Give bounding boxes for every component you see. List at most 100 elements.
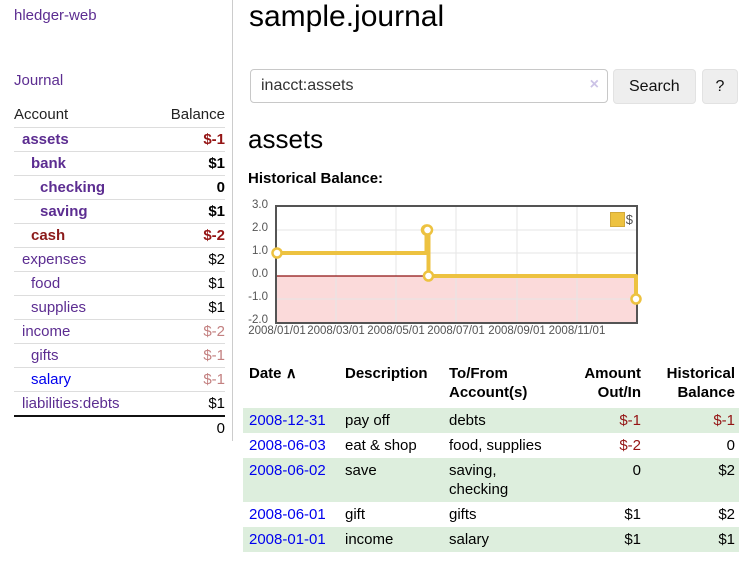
transaction-amount: $-2 <box>619 437 641 454</box>
accounts-total-value: 0 <box>216 420 225 437</box>
register-table: Date ∧ Description To/From Account(s) Am… <box>243 362 739 552</box>
transaction-description: save <box>345 462 377 479</box>
transaction-accounts: gifts <box>449 506 477 523</box>
y-tick-label: 3.0 <box>252 199 268 211</box>
description-column-header: Description <box>345 365 428 382</box>
account-row: income $-2 <box>14 319 225 344</box>
account-row: cash $-2 <box>14 223 225 248</box>
transaction-row: 2008-12-31 pay off debts $-1 $-1 <box>243 408 739 433</box>
chart-legend: $ <box>609 212 633 227</box>
page-title: sample.journal <box>249 0 445 33</box>
data-point-marker <box>421 224 434 236</box>
transaction-date-link[interactable]: 2008-06-01 <box>249 506 326 523</box>
account-balance: $1 <box>208 155 225 172</box>
brand-link[interactable]: hledger-web <box>14 7 97 24</box>
transaction-accounts: salary <box>449 531 490 548</box>
x-tick-label: 2008/07/01 <box>427 325 485 337</box>
account-link-saving[interactable]: saving <box>40 203 88 220</box>
account-row: liabilities:debts $1 <box>14 391 225 417</box>
data-point-marker <box>630 293 642 305</box>
account-row: checking 0 <box>14 175 225 200</box>
data-point-marker <box>422 270 435 282</box>
account-balance: $-1 <box>203 131 225 148</box>
sidebar-item-journal[interactable]: Journal <box>14 72 64 89</box>
account-link-cash[interactable]: cash <box>31 227 66 244</box>
account-row: salary $-1 <box>14 367 225 392</box>
y-tick-label: 1.0 <box>252 245 268 257</box>
balance-column-header: Balance <box>170 106 225 123</box>
account-balance: $1 <box>208 299 225 316</box>
transaction-date-link[interactable]: 2008-06-03 <box>249 437 326 454</box>
transaction-balance: $-1 <box>713 412 735 429</box>
transaction-row: 2008-01-01 income salary $1 $1 <box>243 527 739 552</box>
transaction-accounts: food, supplies <box>449 437 542 454</box>
account-row: assets $-1 <box>14 127 225 152</box>
account-row: supplies $1 <box>14 295 225 320</box>
transaction-amount: $-1 <box>619 412 641 429</box>
transaction-description: eat & shop <box>345 437 417 454</box>
account-link-liabilities-debts[interactable]: liabilities:debts <box>22 395 120 412</box>
transaction-amount: $1 <box>624 531 641 548</box>
legend-label: $ <box>625 212 633 227</box>
transaction-row: 2008-06-03 eat & shop food, supplies $-2… <box>243 433 739 458</box>
chart-title: Historical Balance: <box>248 170 384 187</box>
search-input[interactable] <box>250 69 608 103</box>
transaction-amount: $1 <box>624 506 641 523</box>
y-tick-label: -2.0 <box>248 314 268 326</box>
account-link-checking[interactable]: checking <box>40 179 106 196</box>
x-tick-label: 2008/11/01 <box>548 325 606 337</box>
account-page-title: assets <box>248 124 324 154</box>
account-link-food[interactable]: food <box>31 275 61 292</box>
legend-swatch-icon <box>609 212 625 227</box>
account-row: gifts $-1 <box>14 343 225 368</box>
transaction-date-link[interactable]: 2008-06-02 <box>249 462 326 479</box>
y-tick-label: 0.0 <box>252 268 268 280</box>
transaction-amount: 0 <box>632 462 641 479</box>
accounts-table: Account Balance assets $-1 bank $1 check… <box>14 103 225 440</box>
transaction-date-link[interactable]: 2008-01-01 <box>249 531 326 548</box>
account-link-supplies[interactable]: supplies <box>31 299 87 316</box>
transaction-description: gift <box>345 506 366 523</box>
transaction-date-link[interactable]: 2008-12-31 <box>249 412 326 429</box>
account-balance: $-2 <box>203 227 225 244</box>
search-button[interactable]: Search <box>613 69 696 104</box>
account-balance: $-1 <box>203 347 225 364</box>
sort-by-date-link[interactable]: Date ∧ <box>249 365 297 382</box>
account-row: saving $1 <box>14 199 225 224</box>
account-link-bank[interactable]: bank <box>31 155 67 172</box>
account-balance: $-2 <box>203 323 225 340</box>
balance-chart: $ <box>271 205 642 324</box>
account-balance: $1 <box>208 395 225 412</box>
data-point-marker <box>271 247 283 259</box>
chart-canvas <box>271 207 642 322</box>
account-balance: $1 <box>208 275 225 292</box>
account-link-expenses[interactable]: expenses <box>22 251 87 268</box>
account-link-salary[interactable]: salary <box>31 371 72 388</box>
account-link-assets[interactable]: assets <box>22 131 69 148</box>
account-column-header: Account <box>14 106 69 123</box>
account-balance: $1 <box>208 203 225 220</box>
account-row: bank $1 <box>14 151 225 176</box>
account-balance: 0 <box>216 179 225 196</box>
clear-search-icon[interactable]: × <box>589 76 599 93</box>
y-tick-label: -1.0 <box>248 291 268 303</box>
amount-column-header: Amount Out/In <box>584 365 641 401</box>
account-row: food $1 <box>14 271 225 296</box>
y-tick-label: 2.0 <box>252 222 268 234</box>
x-tick-label: 2008/01/01 <box>248 325 306 337</box>
account-column-header: To/From Account(s) <box>449 365 528 401</box>
transaction-description: income <box>345 531 394 548</box>
x-tick-label: 2008/05/01 <box>367 325 425 337</box>
accounts-table-header: Account Balance <box>14 103 225 128</box>
transaction-balance: $2 <box>718 462 735 479</box>
balance-column-header: Historical Balance <box>666 365 735 401</box>
sidebar-divider <box>232 0 233 441</box>
transaction-balance: $1 <box>718 531 735 548</box>
transaction-balance: $2 <box>718 506 735 523</box>
x-tick-label: 2008/03/01 <box>307 325 365 337</box>
transaction-accounts: debts <box>449 412 486 429</box>
account-link-gifts[interactable]: gifts <box>31 347 59 364</box>
account-link-income[interactable]: income <box>22 323 71 340</box>
help-button[interactable]: ? <box>702 69 738 104</box>
